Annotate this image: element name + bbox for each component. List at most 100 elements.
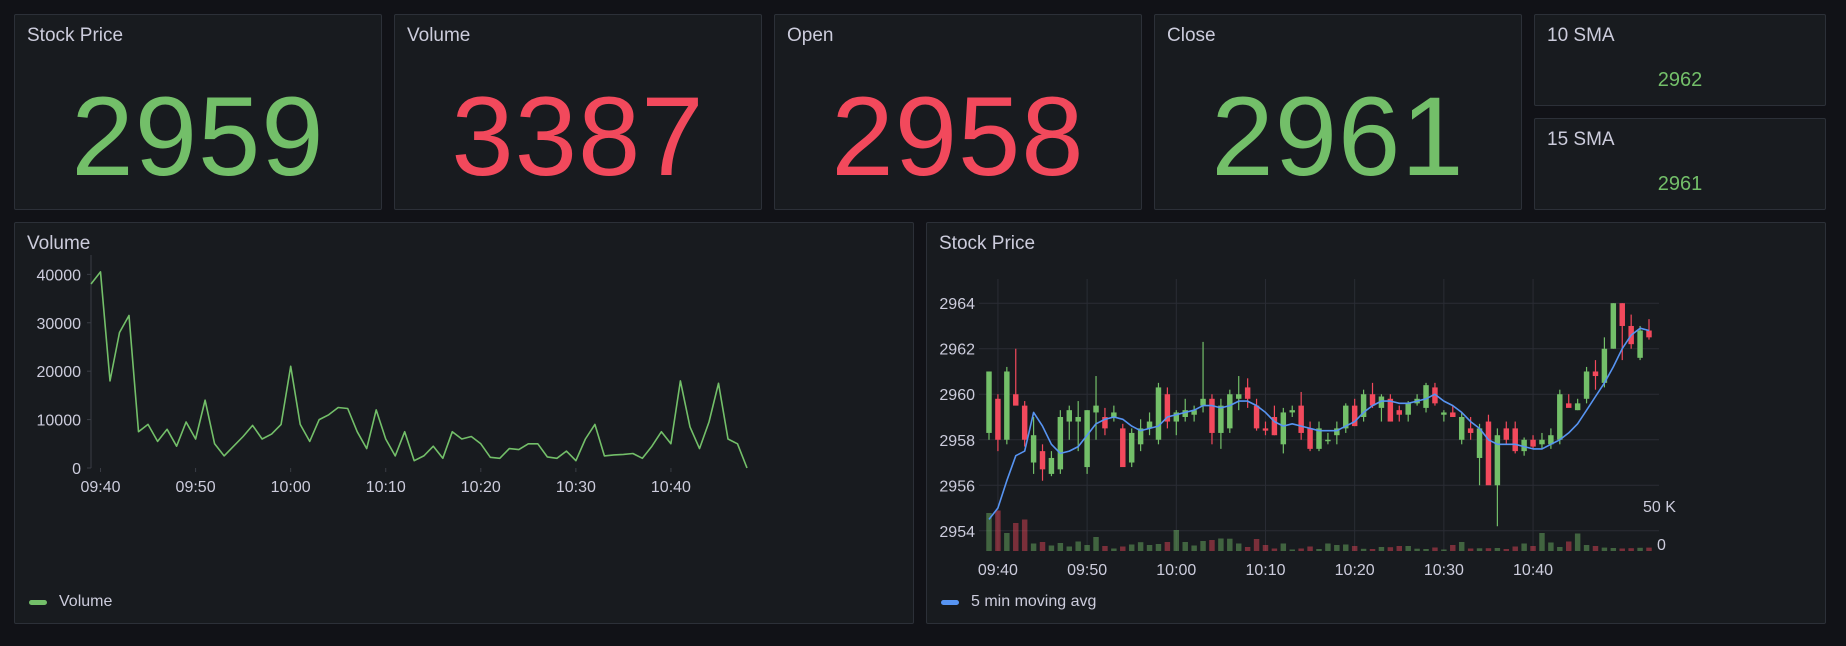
volume-bar bbox=[1441, 549, 1447, 551]
volume-axis-label: 50 K bbox=[1643, 499, 1676, 516]
volume-bar bbox=[1566, 541, 1572, 551]
stat-panel-stock-price[interactable]: Stock Price 2959 bbox=[14, 14, 382, 210]
volume-chart[interactable]: 0 10000 20000 30000 40000 09:40 09:50 10:00 10:1… bbox=[15, 223, 913, 623]
candle-body bbox=[1503, 428, 1510, 440]
legend-label: Volume bbox=[59, 593, 113, 610]
stat-panel-open[interactable]: Open 2958 bbox=[774, 14, 1142, 210]
x-tick-label: 10:00 bbox=[271, 479, 311, 496]
legend[interactable]: 5 min moving avg bbox=[941, 593, 1096, 611]
stat-panel-15-sma[interactable]: 15 SMA 2961 bbox=[1534, 118, 1826, 210]
volume-bar bbox=[1450, 545, 1456, 551]
volume-bar bbox=[1334, 545, 1340, 551]
candle-body bbox=[1458, 417, 1465, 440]
stat-value: 2959 bbox=[71, 74, 325, 199]
panel-title: Open bbox=[787, 25, 834, 46]
candle-body bbox=[1191, 410, 1197, 415]
volume-bar bbox=[1289, 549, 1295, 551]
candle-body bbox=[1111, 412, 1117, 417]
volume-bar bbox=[1298, 548, 1304, 551]
x-tick-label: 10:00 bbox=[1156, 562, 1196, 579]
candle-body bbox=[1530, 439, 1536, 447]
candle-body bbox=[1236, 394, 1242, 399]
x-tick-label: 10:10 bbox=[1245, 562, 1285, 579]
x-tick-label: 10:20 bbox=[461, 479, 501, 496]
volume-bar bbox=[995, 510, 1001, 551]
candle-body bbox=[1021, 405, 1028, 440]
volume-bar bbox=[1280, 543, 1287, 551]
x-tick-label: 10:30 bbox=[556, 479, 596, 496]
volume-bar bbox=[1075, 541, 1081, 551]
stat-value: 3387 bbox=[451, 74, 705, 199]
volume-bar bbox=[1503, 549, 1510, 551]
candle-body bbox=[1244, 387, 1251, 399]
stock-price-chart-panel[interactable]: Stock Price 2954 2956 2958 2960 2962 2964 09:4… bbox=[926, 222, 1826, 624]
y-tick-label: 2958 bbox=[939, 433, 975, 450]
volume-bar bbox=[1236, 543, 1242, 551]
candle-body bbox=[1271, 417, 1278, 436]
volume-bar bbox=[1120, 546, 1126, 551]
candle-body bbox=[1084, 410, 1090, 468]
x-tick-label: 09:50 bbox=[1067, 562, 1107, 579]
volume-bar bbox=[1387, 547, 1394, 551]
candle-body bbox=[1583, 371, 1590, 399]
volume-bar bbox=[1209, 540, 1215, 551]
candle-body bbox=[1004, 371, 1010, 440]
volume-bar bbox=[1182, 542, 1188, 551]
candle-body bbox=[1432, 387, 1438, 404]
candle-body bbox=[1637, 330, 1643, 358]
volume-bar bbox=[1351, 546, 1358, 551]
legend-label: 5 min moving avg bbox=[971, 593, 1097, 610]
volume-bar bbox=[1146, 545, 1153, 551]
volume-bar bbox=[1191, 545, 1197, 551]
candle-body bbox=[1253, 405, 1260, 429]
candle-body bbox=[1369, 394, 1376, 406]
y-tick-label: 10000 bbox=[37, 413, 82, 430]
volume-bar bbox=[1218, 538, 1224, 551]
x-tick-label: 10:10 bbox=[366, 479, 406, 496]
volume-bar bbox=[1048, 545, 1055, 551]
volume-bar bbox=[1004, 533, 1010, 551]
candle-body bbox=[1574, 403, 1581, 411]
volume-bar bbox=[1592, 546, 1599, 551]
candle-body bbox=[1307, 428, 1313, 449]
candle-body bbox=[1485, 421, 1492, 486]
stat-value: 2961 bbox=[1211, 74, 1465, 199]
candlestick-chart[interactable]: 2954 2956 2958 2960 2962 2964 09:40 09:50 10:00 1… bbox=[927, 223, 1825, 623]
volume-bar bbox=[1325, 543, 1331, 551]
volume-chart-panel[interactable]: Volume 0 10000 20000 30000 40000 09:40 09:50 10… bbox=[14, 222, 914, 624]
x-tick-label: 09:40 bbox=[80, 479, 120, 496]
candle-body bbox=[1137, 428, 1144, 445]
stat-panel-10-sma[interactable]: 10 SMA 2962 bbox=[1534, 14, 1826, 106]
candle-body bbox=[1200, 398, 1206, 406]
volume-bar bbox=[1646, 547, 1652, 551]
volume-bar bbox=[1111, 548, 1117, 551]
candle-body bbox=[1120, 428, 1126, 468]
candle-body bbox=[1450, 412, 1456, 417]
volume-bar bbox=[1253, 539, 1260, 551]
stat-value: 2958 bbox=[831, 74, 1085, 199]
candle-body bbox=[1557, 394, 1563, 440]
candle-body bbox=[1218, 405, 1224, 433]
volume-bar bbox=[1610, 548, 1617, 551]
volume-series-line bbox=[90, 271, 748, 469]
panel-title: 15 SMA bbox=[1547, 129, 1615, 150]
y-tick-label: 40000 bbox=[37, 267, 82, 284]
volume-bar bbox=[1548, 542, 1554, 551]
x-tick-label: 10:20 bbox=[1335, 562, 1375, 579]
candle-body bbox=[1066, 410, 1072, 422]
stat-value: 2961 bbox=[1657, 173, 1703, 195]
volume-bar bbox=[1093, 537, 1099, 551]
volume-bar bbox=[1343, 544, 1349, 551]
volume-bar bbox=[1066, 546, 1072, 551]
candle-body bbox=[1075, 417, 1081, 422]
stat-panel-close[interactable]: Close 2961 bbox=[1154, 14, 1522, 210]
volume-bar bbox=[1102, 546, 1108, 551]
candle-body bbox=[1405, 403, 1411, 415]
legend[interactable]: Volume bbox=[29, 593, 112, 611]
volume-bar bbox=[1128, 544, 1135, 551]
stat-panel-volume[interactable]: Volume 3387 bbox=[394, 14, 762, 210]
candle-body bbox=[1512, 428, 1518, 452]
volume-bar bbox=[1601, 547, 1608, 551]
candle-body bbox=[986, 371, 992, 433]
volume-bar bbox=[1021, 519, 1028, 551]
